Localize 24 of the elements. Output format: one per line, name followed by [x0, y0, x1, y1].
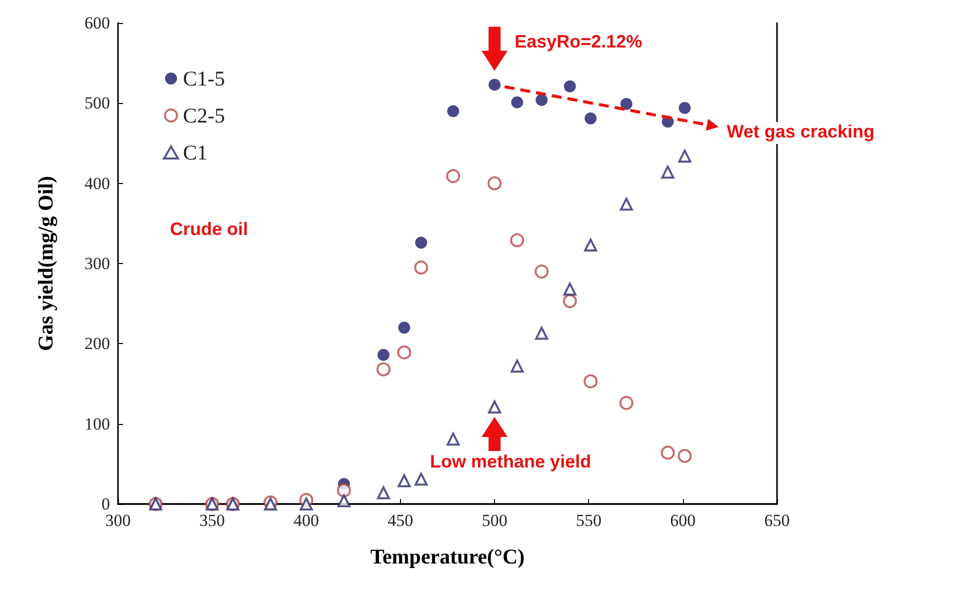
- legend-label: C2-5: [183, 104, 225, 128]
- legend-label: C1: [183, 140, 208, 164]
- x-axis-title: Temperature(°C): [370, 544, 525, 568]
- x-tick-label: 600: [670, 511, 696, 530]
- y-tick-label: 500: [84, 94, 110, 113]
- y-tick-label: 400: [84, 174, 110, 193]
- y-axis-title: Gas yield(mg/g Oil): [34, 176, 58, 351]
- annotation: Low methane yield: [430, 452, 592, 472]
- annotation: EasyRo=2.12%: [514, 31, 642, 52]
- y-tick-label: 600: [84, 14, 110, 32]
- x-tick-label: 550: [576, 511, 602, 530]
- x-tick-label: 350: [199, 511, 225, 530]
- annotation: Crude oil: [170, 218, 248, 239]
- y-tick-label: 0: [102, 494, 110, 514]
- y-tick-label: 100: [84, 414, 110, 434]
- x-tick-label: 400: [294, 511, 320, 530]
- legend-label: C1-5: [183, 66, 225, 90]
- x-tick-label: 500: [482, 511, 508, 530]
- x-tick-label: 300: [105, 511, 131, 530]
- y-tick-label: 200: [84, 334, 110, 354]
- x-tick-label: 450: [388, 511, 414, 530]
- y-tick-label: 300: [84, 254, 110, 273]
- annotation: Wet gas cracking: [726, 122, 874, 142]
- x-tick-label: 650: [764, 511, 790, 530]
